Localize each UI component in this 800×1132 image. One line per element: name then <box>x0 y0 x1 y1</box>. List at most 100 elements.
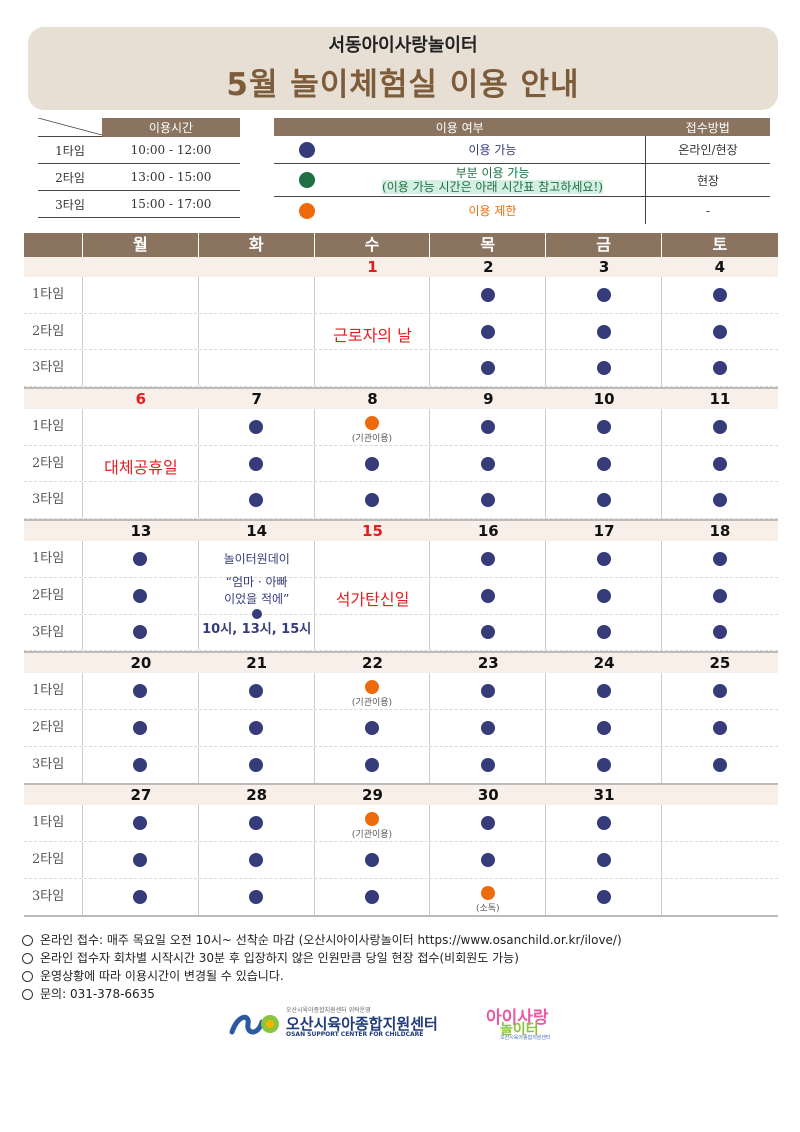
date-number: 18 <box>709 522 731 541</box>
slot-cell <box>546 805 662 841</box>
time-slot: 3타임 <box>38 190 102 218</box>
slot-cell <box>430 746 547 784</box>
slot-cell <box>315 313 431 350</box>
restricted-dot-icon <box>364 679 379 694</box>
available-dot-icon <box>712 757 727 772</box>
playground-logo-line1: 아이사랑 <box>486 1008 549 1028</box>
slot-cell: (기관이용) <box>315 805 431 841</box>
slot-row: 1타임 (기관이용) <box>24 409 778 446</box>
date-number: 4 <box>714 258 726 276</box>
slot-cell <box>199 350 315 387</box>
slot-cell <box>546 409 662 445</box>
bullet-circle-icon <box>22 971 33 982</box>
available-dot-icon <box>480 287 495 302</box>
slot-note: (기관이용) <box>351 697 393 708</box>
slot-cell <box>662 277 778 313</box>
center-logo-small: 오산시육아종합지원센터 위탁운영 <box>286 1007 371 1014</box>
dates-row: 13 14 15 16 17 18 <box>24 521 778 542</box>
slot-cell <box>199 709 315 746</box>
slot-cell <box>83 350 199 387</box>
date-number <box>83 257 199 277</box>
slot-cell <box>662 314 778 350</box>
available-dot-icon <box>364 889 379 904</box>
event-block: 놀이터원데이 “엄마 · 아빠 이었을 적에” 10시, 13시, 15시 <box>199 551 315 638</box>
available-dot-icon <box>480 625 495 640</box>
available-dot-icon <box>133 757 148 772</box>
available-dot-icon <box>480 684 495 699</box>
available-dot-icon <box>364 757 379 772</box>
note-item: 온라인 접수: 매주 목요일 오전 10시~ 선착순 마감 (오산시아이사랑놀이… <box>22 931 782 949</box>
slot-row: 1타임 <box>24 541 778 578</box>
slot-cell <box>546 614 662 651</box>
event-line: 10시, 13시, 15시 <box>202 622 312 638</box>
center-logo-eng: OSAN SUPPORT CENTER FOR CHILDCARE <box>286 1031 424 1038</box>
page-title: 5월 놀이체험실 이용 안내 <box>226 67 580 103</box>
slot-cell: (소독) <box>430 878 547 916</box>
available-dot-icon <box>364 720 379 735</box>
slot-cell <box>430 577 547 614</box>
slot-cell <box>546 445 662 482</box>
available-dot-icon <box>712 324 727 339</box>
date-number: 13 <box>130 522 152 541</box>
date-number: 24 <box>593 654 615 673</box>
time-range: 15:00 - 17:00 <box>102 190 240 218</box>
slot-row: 3타임 <box>24 746 778 784</box>
slot-label: 2타임 <box>24 841 83 878</box>
playground-logo-line3: 오산시육아종합지원센터 <box>500 1035 551 1041</box>
slot-cell <box>315 709 431 746</box>
date-number: 14 <box>246 522 268 541</box>
available-dot-icon <box>712 419 727 434</box>
available-dot-icon <box>133 816 148 831</box>
slot-cell <box>430 805 547 841</box>
available-dot-icon <box>480 816 495 831</box>
time-range: 10:00 - 12:00 <box>102 136 240 164</box>
slot-cell <box>83 709 199 746</box>
slot-cell <box>83 878 199 916</box>
available-dot-icon <box>712 588 727 603</box>
slot-cell <box>662 578 778 614</box>
slot-cell <box>546 746 662 784</box>
available-dot-icon <box>596 588 611 603</box>
slot-cell <box>546 841 662 878</box>
slot-cell <box>83 313 199 350</box>
available-dot-icon <box>596 493 611 508</box>
weekday-label: 수 <box>315 233 431 257</box>
date-number <box>662 785 778 805</box>
available-dot-icon <box>133 551 148 566</box>
available-dot-icon <box>712 684 727 699</box>
available-dot-icon <box>596 324 611 339</box>
slot-cell <box>83 445 199 482</box>
bullet-circle-icon <box>22 989 33 1000</box>
available-dot-icon <box>596 852 611 867</box>
slot-cell <box>315 878 431 916</box>
corner-cell <box>38 118 102 137</box>
slot-cell <box>546 878 662 916</box>
slot-cell <box>199 409 315 445</box>
slot-cell <box>546 673 662 709</box>
slot-cell <box>199 841 315 878</box>
date-number: 27 <box>130 786 152 805</box>
slot-cell <box>430 541 547 577</box>
weekday-label: 화 <box>199 233 315 257</box>
available-dot-icon <box>480 361 495 376</box>
slot-cell <box>546 350 662 387</box>
date-number: 30 <box>477 786 499 805</box>
org-name: 서동아이사랑놀이터 <box>328 35 478 56</box>
available-dot-icon <box>364 456 379 471</box>
available-dot-icon <box>480 720 495 735</box>
slot-cell <box>546 577 662 614</box>
available-dot-icon <box>249 757 264 772</box>
available-dot-icon <box>480 551 495 566</box>
slot-cell <box>83 482 199 519</box>
note-item: 온라인 접수자 회차별 시작시간 30분 후 입장하지 않은 인원만큼 당일 현… <box>22 949 782 967</box>
slot-row: 2타임 <box>24 313 778 351</box>
note-item: 운영상황에 따라 이용시간이 변경될 수 있습니다. <box>22 967 782 985</box>
available-dot-icon <box>249 720 264 735</box>
available-dot-icon <box>249 493 264 508</box>
date-number: 28 <box>246 786 268 805</box>
notes: 온라인 접수: 매주 목요일 오전 10시~ 선착순 마감 (오산시아이사랑놀이… <box>22 931 782 1003</box>
available-dot-icon <box>480 757 495 772</box>
slot-cell <box>430 409 547 445</box>
note-text: 문의: 031-378-6635 <box>40 987 155 1001</box>
available-dot-icon <box>596 757 611 772</box>
